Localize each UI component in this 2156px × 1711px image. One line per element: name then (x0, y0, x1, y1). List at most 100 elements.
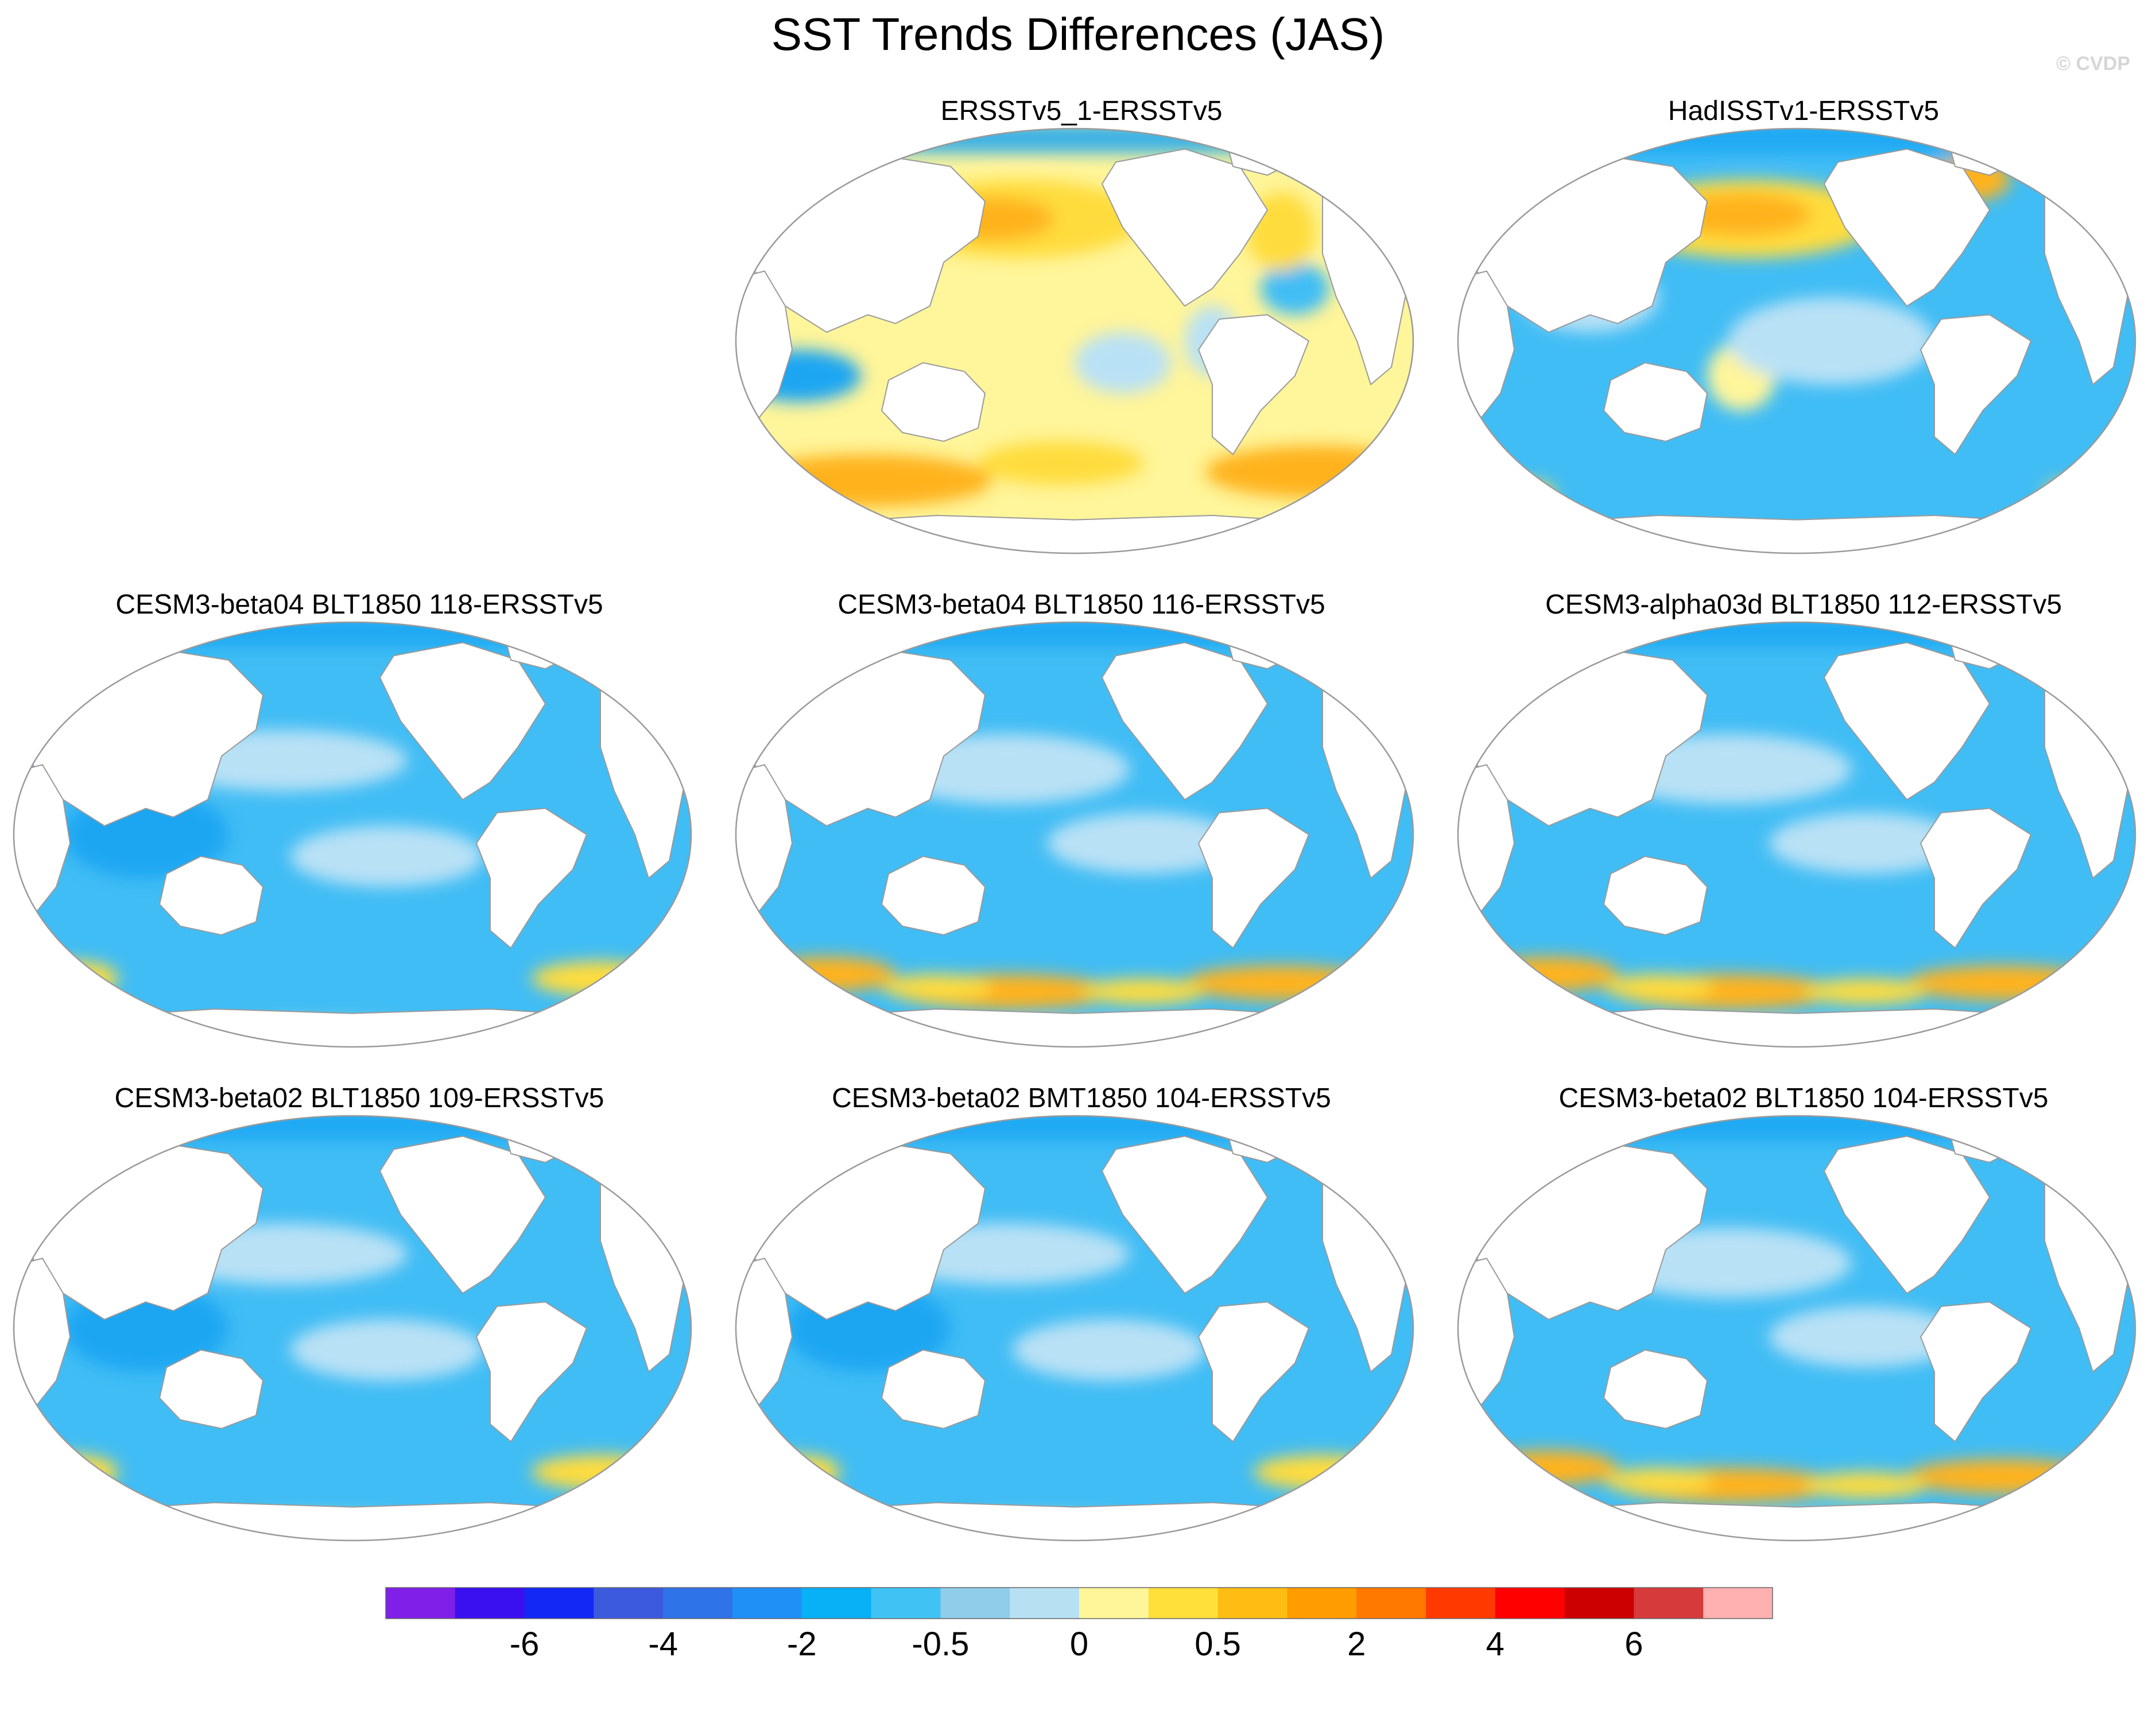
colorbar-swatch (1426, 1588, 1496, 1619)
land-africa (736, 764, 793, 922)
anomaly-region (1075, 332, 1171, 394)
anomaly-region (1261, 262, 1329, 315)
map-panel: CESM3-beta04 BLT1850 118-ERSSTv5 (8, 589, 711, 1060)
land-antarctica (798, 1502, 1351, 1541)
colorbar-swatch (1079, 1588, 1149, 1619)
map-border (13, 1115, 692, 1542)
land-australia (881, 856, 986, 936)
world-map (735, 127, 1414, 554)
panel-title: CESM3-beta02 BMT1850 104-ERSSTv5 (832, 1083, 1331, 1113)
panel-title: CESM3-beta04 BLT1850 118-ERSSTv5 (115, 589, 603, 620)
colorbar-swatch (801, 1588, 872, 1619)
map-panel: CESM3-alpha03d BLT1850 112-ERSSTv5 (1452, 589, 2155, 1060)
panel-title: CESM3-beta02 BLT1850 109-ERSSTv5 (114, 1083, 604, 1113)
colorbar-frame (385, 1587, 1773, 1619)
map-panel: ERSSTv5_1-ERSSTv5 (730, 95, 1433, 566)
anomaly-region (1205, 445, 1413, 498)
map-border (735, 1115, 1414, 1542)
anomaly-region (744, 454, 992, 507)
land-australia (881, 362, 986, 442)
map-border (13, 621, 692, 1048)
anomaly-region (1487, 480, 1556, 507)
colorbar-swatch (1564, 1588, 1634, 1619)
land-north-america (1824, 642, 1990, 801)
world-map (1457, 1115, 2136, 1542)
anomaly-region (290, 1319, 483, 1381)
colorbar-swatch (1495, 1588, 1565, 1619)
anomaly-region (290, 825, 483, 887)
anomaly-region (1480, 956, 1618, 992)
map-border (1457, 621, 2136, 1048)
land-africa (1458, 270, 1515, 429)
land-south-america (1198, 314, 1309, 455)
map-panel: CESM3-beta04 BLT1850 116-ERSSTv5 (730, 589, 1433, 1060)
anomaly-region (1013, 1319, 1205, 1381)
land-africa (1458, 1258, 1515, 1416)
anomaly-region (1728, 297, 1934, 385)
panel-title: CESM3-beta04 BLT1850 116-ERSSTv5 (837, 589, 1325, 620)
map-border (1457, 127, 2136, 554)
colorbar-swatch (1287, 1588, 1357, 1619)
colorbar-swatch (1356, 1588, 1426, 1619)
map-panel: CESM3-beta02 BLT1850 104-ERSSTv5 (1452, 1083, 2155, 1553)
colorbar-swatch (386, 1588, 456, 1619)
land-antarctica (798, 1008, 1351, 1047)
colorbar-tick-label: 6 (1624, 1625, 1643, 1663)
land-south-america (1198, 1301, 1309, 1442)
panel-title: HadISSTv1-ERSSTv5 (1668, 96, 1940, 126)
panel-title: CESM3-alpha03d BLT1850 112-ERSSTv5 (1545, 589, 2062, 620)
land-africa (736, 1258, 793, 1416)
land-africa (14, 764, 71, 922)
land-africa (1458, 764, 1515, 922)
land-australia (881, 1349, 986, 1429)
world-map (735, 1115, 1414, 1542)
figure-title: SST Trends Differences (JAS) (771, 9, 1385, 60)
colorbar-tick-label: -6 (510, 1625, 540, 1663)
land-north-america (1824, 1135, 1990, 1294)
colorbar-swatch (1010, 1588, 1080, 1619)
map-panel: CESM3-beta02 BMT1850 104-ERSSTv5 (730, 1083, 1433, 1553)
colorbar-swatch (940, 1588, 1010, 1619)
panel-title: CESM3-beta02 BLT1850 104-ERSSTv5 (1558, 1083, 2049, 1113)
land-africa (14, 1258, 71, 1416)
land-antarctica (76, 1008, 629, 1047)
anomaly-region (978, 441, 1143, 485)
map-border (735, 621, 1414, 1048)
anomaly-region (758, 956, 895, 992)
anomaly-region (1804, 1472, 1928, 1499)
colorbar-tick-label: -2 (787, 1625, 817, 1663)
anomaly-region (1480, 1450, 1618, 1485)
anomaly-region (1804, 978, 1928, 1005)
colorbar-swatch (871, 1588, 941, 1619)
land-africa (736, 270, 793, 429)
colorbar-tick-label: -4 (648, 1625, 678, 1663)
anomaly-region (1185, 965, 1378, 1000)
land-antarctica (1521, 515, 2073, 553)
land-antarctica (1521, 1008, 2073, 1047)
land-north-america (379, 1135, 546, 1294)
anomaly-region (36, 1454, 118, 1490)
colorbar-tick-label: 0 (1070, 1625, 1088, 1663)
map-panel: HadISSTv1-ERSSTv5 (1452, 95, 2155, 566)
world-map (1457, 621, 2136, 1048)
colorbar-swatch (663, 1588, 733, 1619)
land-south-america (476, 808, 587, 949)
land-antarctica (76, 1502, 629, 1541)
world-map (13, 1115, 692, 1542)
colorbar-swatch (1217, 1588, 1288, 1619)
land-north-america (1824, 148, 1990, 307)
colorbar-swatch (1148, 1588, 1219, 1619)
anomaly-region (1907, 965, 2100, 1000)
anomaly-region (1907, 1459, 2100, 1494)
anomaly-region (1604, 1468, 1714, 1494)
land-south-america (1920, 808, 2031, 949)
colorbar-swatch (732, 1588, 802, 1619)
anomaly-region (1604, 974, 1714, 1000)
land-north-america (1102, 642, 1268, 801)
anomaly-region (882, 974, 992, 1000)
land-south-america (1920, 1301, 2031, 1442)
land-australia (159, 1349, 263, 1429)
world-map (1457, 127, 2136, 554)
land-australia (159, 856, 263, 936)
anomaly-region (2045, 480, 2100, 507)
